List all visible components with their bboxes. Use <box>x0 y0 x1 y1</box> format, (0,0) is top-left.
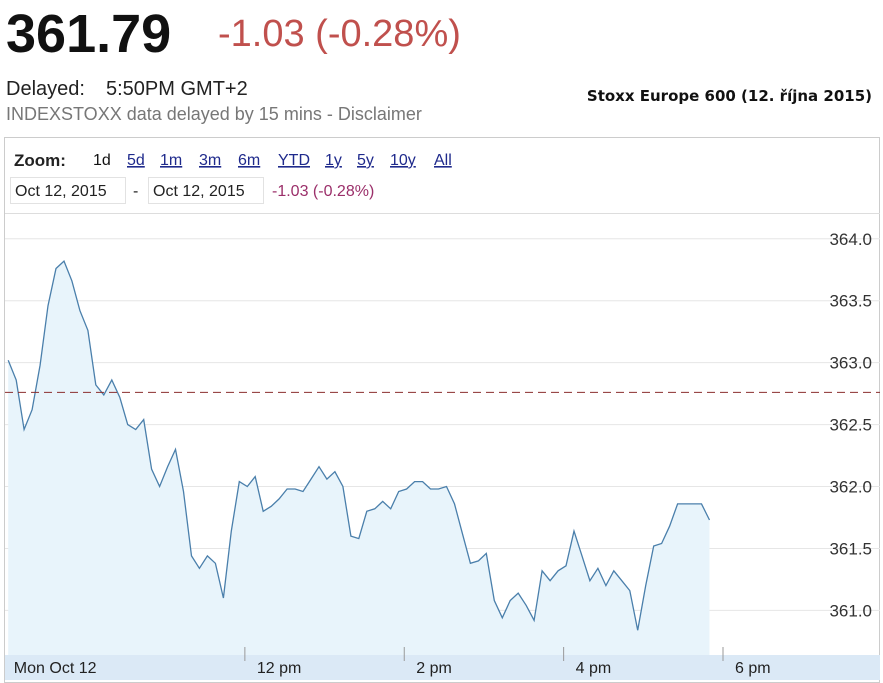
zoom-option[interactable]: 6m <box>238 152 260 169</box>
date-box[interactable] <box>10 177 126 204</box>
delayed-label: Delayed: <box>6 78 85 100</box>
x-tick-label: 12 pm <box>257 660 301 677</box>
x-tick-label: 4 pm <box>576 660 612 677</box>
y-tick-label: 364.0 <box>829 230 872 249</box>
caption: Stoxx Europe 600 (12. října 2015) <box>587 87 872 105</box>
zoom-option[interactable]: 1d <box>93 152 111 169</box>
zoom-option[interactable]: YTD <box>278 152 310 169</box>
x-tick-label: 6 pm <box>735 660 771 677</box>
y-tick-label: 362.5 <box>829 416 872 435</box>
zoom-option[interactable]: 5d <box>127 152 145 169</box>
y-tick-label: 363.0 <box>829 354 872 373</box>
zoom-option[interactable]: 1m <box>160 152 182 169</box>
zoom-option[interactable]: 10y <box>390 152 416 169</box>
range-change: -1.03 (-0.28%) <box>272 183 374 200</box>
y-tick-label: 363.5 <box>829 292 872 311</box>
zoom-option[interactable]: All <box>434 152 452 169</box>
y-tick-label: 361.0 <box>829 601 872 620</box>
area <box>8 261 710 655</box>
zoom-option[interactable]: 5y <box>357 152 374 169</box>
date-from[interactable]: Oct 12, 2015 <box>15 183 107 200</box>
date-to[interactable]: Oct 12, 2015 <box>153 183 245 200</box>
zoom-option[interactable]: 3m <box>199 152 221 169</box>
x-tick-label: Mon Oct 12 <box>14 660 97 677</box>
x-tick-label: 2 pm <box>416 660 452 677</box>
date-box[interactable] <box>148 177 264 204</box>
x-axis-band <box>5 655 880 680</box>
y-tick-label: 361.5 <box>829 539 872 558</box>
source-note: INDEXSTOXX data delayed by 15 mins - Dis… <box>6 104 422 124</box>
y-tick-label: 362.0 <box>829 478 872 497</box>
zoom-label: Zoom: <box>14 151 66 170</box>
line <box>7 259 711 631</box>
delayed-time: 5:50PM GMT+2 <box>106 78 248 100</box>
date-separator: - <box>133 183 138 200</box>
price-change: -1.03 (-0.28%) <box>218 13 461 55</box>
zoom-option[interactable]: 1y <box>325 152 342 169</box>
price: 361.79 <box>6 4 171 64</box>
